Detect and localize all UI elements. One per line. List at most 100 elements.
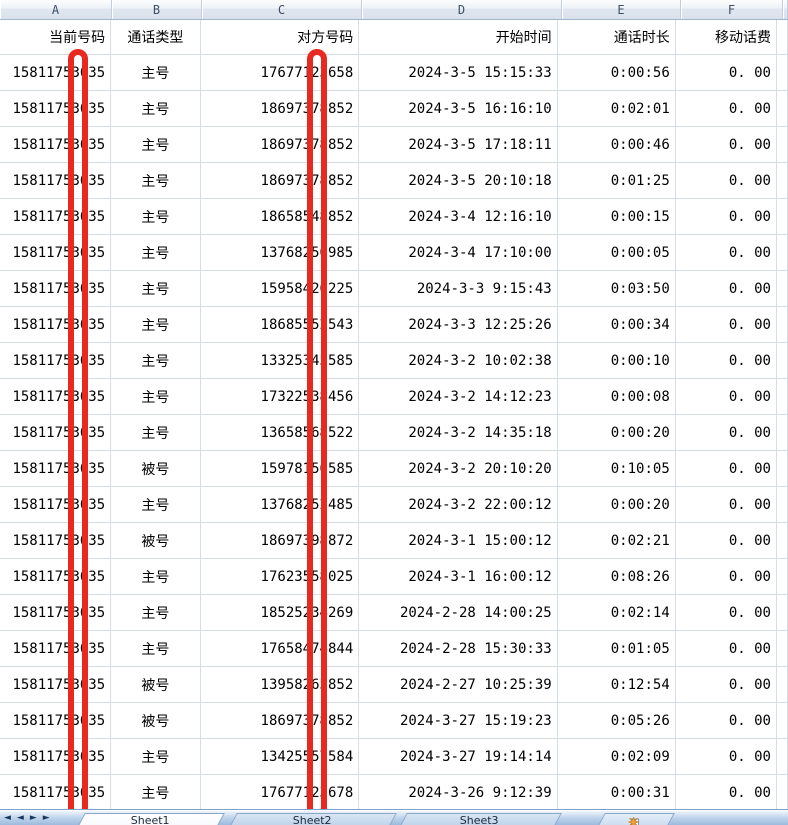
cell-fee[interactable]: 0. 00 (676, 379, 777, 414)
cell-duration[interactable]: 0:01:25 (558, 163, 676, 198)
cell-start-time[interactable]: 2024-2-28 15:30:33 (359, 631, 558, 666)
header-cell-fee[interactable]: 移动话费 (676, 20, 777, 54)
cell-current-number[interactable]: 15811753635 (0, 451, 112, 486)
cell-other-number[interactable]: 17623558025 (201, 559, 360, 594)
cell-call-type[interactable]: 主号 (111, 595, 201, 630)
cell-current-number[interactable]: 15811753635 (0, 343, 112, 378)
cell-other-number[interactable]: 15978156585 (201, 451, 360, 486)
cell-empty[interactable] (777, 523, 788, 558)
cell-current-number[interactable]: 15811753635 (0, 487, 112, 522)
cell-empty[interactable] (777, 271, 788, 306)
header-cell-other-number[interactable]: 对方号码 (201, 20, 360, 54)
cell-current-number[interactable]: 15811753635 (0, 91, 112, 126)
cell-call-type[interactable]: 主号 (111, 379, 201, 414)
cell-fee[interactable]: 0. 00 (676, 631, 777, 666)
cell-start-time[interactable]: 2024-3-2 22:00:12 (359, 487, 558, 522)
cell-empty[interactable] (777, 775, 788, 810)
tab-scroll-last-icon[interactable]: ► (42, 813, 50, 823)
cell-fee[interactable]: 0. 00 (676, 307, 777, 342)
cell-other-number[interactable]: 18658548852 (201, 199, 360, 234)
cell-start-time[interactable]: 2024-2-28 14:00:25 (359, 595, 558, 630)
cell-other-number[interactable]: 18697378852 (201, 703, 360, 738)
header-cell-start-time[interactable]: 开始时间 (359, 20, 558, 54)
cell-current-number[interactable]: 15811753635 (0, 631, 112, 666)
cell-duration[interactable]: 0:03:50 (558, 271, 676, 306)
column-header-f[interactable]: F (681, 0, 783, 19)
column-header-c[interactable]: C (202, 0, 362, 19)
cell-current-number[interactable]: 15811753635 (0, 199, 112, 234)
cell-call-type[interactable]: 主号 (111, 127, 201, 162)
header-cell-empty[interactable] (777, 20, 788, 54)
cell-fee[interactable]: 0. 00 (676, 415, 777, 450)
cell-start-time[interactable]: 2024-3-4 12:16:10 (359, 199, 558, 234)
cell-current-number[interactable]: 15811753635 (0, 127, 112, 162)
cell-fee[interactable]: 0. 00 (676, 127, 777, 162)
cell-duration[interactable]: 0:00:46 (558, 127, 676, 162)
cell-duration[interactable]: 0:00:20 (558, 415, 676, 450)
cell-other-number[interactable]: 17322538456 (201, 379, 360, 414)
header-cell-call-type[interactable]: 通话类型 (111, 20, 201, 54)
sheet-tab-sheet2[interactable]: Sheet2 (227, 813, 397, 825)
cell-current-number[interactable]: 15811753635 (0, 415, 112, 450)
cell-call-type[interactable]: 被号 (111, 667, 201, 702)
cell-fee[interactable]: 0. 00 (676, 739, 777, 774)
cell-start-time[interactable]: 2024-3-26 9:12:39 (359, 775, 558, 810)
cell-start-time[interactable]: 2024-3-5 16:16:10 (359, 91, 558, 126)
cell-fee[interactable]: 0. 00 (676, 55, 777, 90)
cell-fee[interactable]: 0. 00 (676, 487, 777, 522)
cell-fee[interactable]: 0. 00 (676, 199, 777, 234)
cell-duration[interactable]: 0:02:09 (558, 739, 676, 774)
cell-start-time[interactable]: 2024-3-1 16:00:12 (359, 559, 558, 594)
cell-start-time[interactable]: 2024-3-27 19:14:14 (359, 739, 558, 774)
cell-empty[interactable] (777, 487, 788, 522)
cell-other-number[interactable]: 13958265852 (201, 667, 360, 702)
cell-empty[interactable] (777, 199, 788, 234)
cell-fee[interactable]: 0. 00 (676, 775, 777, 810)
cell-fee[interactable]: 0. 00 (676, 667, 777, 702)
cell-other-number[interactable]: 18525234269 (201, 595, 360, 630)
cell-duration[interactable]: 0:02:14 (558, 595, 676, 630)
cell-duration[interactable]: 0:02:21 (558, 523, 676, 558)
cell-empty[interactable] (777, 595, 788, 630)
cell-current-number[interactable]: 15811753635 (0, 595, 112, 630)
cell-empty[interactable] (777, 55, 788, 90)
cell-current-number[interactable]: 15811753635 (0, 703, 112, 738)
cell-empty[interactable] (777, 667, 788, 702)
tab-scroll-prev-icon[interactable]: ◄ (16, 813, 24, 823)
cell-other-number[interactable]: 17677123678 (201, 775, 360, 810)
cell-fee[interactable]: 0. 00 (676, 595, 777, 630)
cell-fee[interactable]: 0. 00 (676, 559, 777, 594)
cell-current-number[interactable]: 15811753635 (0, 55, 112, 90)
cell-duration[interactable]: 0:00:34 (558, 307, 676, 342)
cell-start-time[interactable]: 2024-3-2 10:02:38 (359, 343, 558, 378)
cell-start-time[interactable]: 2024-3-27 15:19:23 (359, 703, 558, 738)
cell-empty[interactable] (777, 91, 788, 126)
cell-empty[interactable] (777, 127, 788, 162)
cell-fee[interactable]: 0. 00 (676, 235, 777, 270)
cell-call-type[interactable]: 主号 (111, 91, 201, 126)
cell-duration[interactable]: 0:00:31 (558, 775, 676, 810)
cell-fee[interactable]: 0. 00 (676, 343, 777, 378)
cell-duration[interactable]: 0:02:01 (558, 91, 676, 126)
cell-duration[interactable]: 0:12:54 (558, 667, 676, 702)
cell-empty[interactable] (777, 631, 788, 666)
cell-current-number[interactable]: 15811753635 (0, 523, 112, 558)
column-header-partial[interactable] (783, 0, 788, 19)
cell-fee[interactable]: 0. 00 (676, 523, 777, 558)
cell-duration[interactable]: 0:10:05 (558, 451, 676, 486)
cell-duration[interactable]: 0:00:56 (558, 55, 676, 90)
cell-current-number[interactable]: 15811753635 (0, 739, 112, 774)
column-header-e[interactable]: E (562, 0, 681, 19)
cell-duration[interactable]: 0:05:26 (558, 703, 676, 738)
cell-call-type[interactable]: 主号 (111, 775, 201, 810)
cell-empty[interactable] (777, 739, 788, 774)
cell-call-type[interactable]: 被号 (111, 703, 201, 738)
insert-worksheet-tab[interactable] (595, 813, 675, 825)
sheet-tab-sheet1[interactable]: Sheet1 (75, 813, 225, 825)
cell-other-number[interactable]: 18697378852 (201, 127, 360, 162)
cell-empty[interactable] (777, 379, 788, 414)
cell-current-number[interactable]: 15811753635 (0, 559, 112, 594)
cell-start-time[interactable]: 2024-3-2 20:10:20 (359, 451, 558, 486)
cell-empty[interactable] (777, 451, 788, 486)
cell-start-time[interactable]: 2024-3-4 17:10:00 (359, 235, 558, 270)
